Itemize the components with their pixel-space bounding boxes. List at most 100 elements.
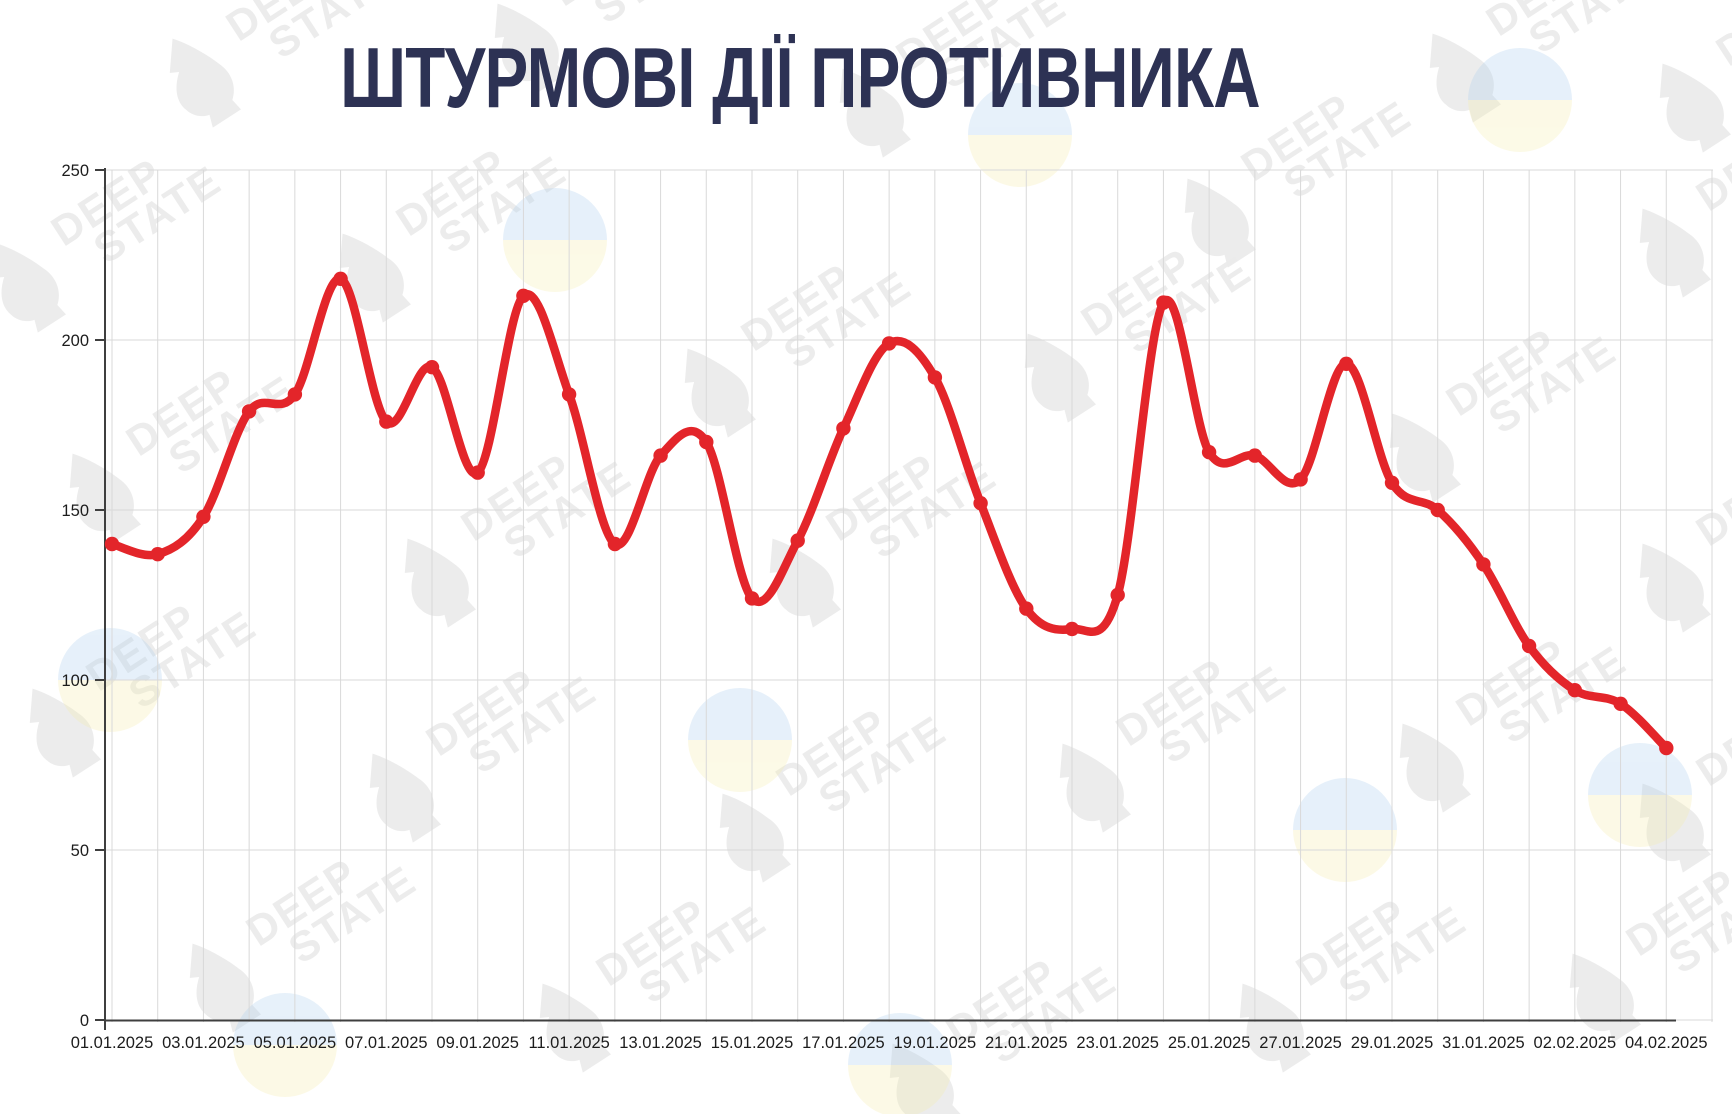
- deepstate-ghost-icon: [1429, 33, 1501, 123]
- y-tick-label: 200: [61, 332, 89, 350]
- y-tick-label: 250: [61, 162, 89, 180]
- watermark-text-deep: DEEP: [1708, 0, 1732, 75]
- deepstate-ghost-icon: [1659, 63, 1731, 153]
- deepstate-ghost-icon: [539, 983, 611, 1073]
- roundel-yellow-half: [848, 1065, 952, 1114]
- data-point-marker: [1384, 475, 1400, 490]
- deepstate-ghost-icon: [1239, 983, 1311, 1073]
- data-point-marker: [1247, 448, 1263, 463]
- deepstate-ghost-icon: [1389, 413, 1461, 503]
- data-point-marker: [196, 509, 211, 524]
- roundel-yellow-half: [968, 135, 1072, 187]
- data-point-marker: [241, 404, 257, 419]
- x-tick-label: 15.01.2025: [711, 1034, 794, 1052]
- data-point-marker: [1110, 587, 1125, 603]
- y-tick-label: 100: [61, 672, 89, 690]
- data-point-marker: [287, 387, 303, 402]
- y-tick-label: 0: [80, 1012, 89, 1030]
- data-point-marker: [561, 387, 577, 402]
- x-tick-label: 04.02.2025: [1625, 1034, 1708, 1052]
- data-point-marker: [1613, 696, 1628, 711]
- data-point-marker: [150, 547, 165, 562]
- x-tick-label: 05.01.2025: [254, 1034, 337, 1052]
- data-point-marker: [1521, 638, 1537, 654]
- x-tick-label: 27.01.2025: [1259, 1034, 1342, 1052]
- data-point-marker: [790, 533, 805, 548]
- x-tick-label: 11.01.2025: [528, 1034, 609, 1052]
- deepstate-ghost-icon: [1639, 208, 1711, 298]
- data-point-marker: [104, 536, 120, 552]
- ukraine-flag-roundel-icon: [688, 688, 792, 792]
- ukraine-flag-roundel-icon: [233, 993, 337, 1097]
- x-tick-label: 17.01.2025: [802, 1034, 885, 1052]
- watermark-text-deep: DEEP: [1688, 449, 1732, 555]
- deepstate-ghost-icon: [684, 348, 756, 438]
- roundel-blue-half: [1588, 743, 1692, 795]
- deepstate-ghost-icon: [369, 753, 441, 843]
- data-point-marker: [744, 591, 760, 606]
- data-point-marker: [1430, 502, 1445, 518]
- x-tick-label: 25.01.2025: [1168, 1034, 1251, 1052]
- data-point-marker: [1201, 445, 1217, 460]
- roundel-blue-half: [1468, 48, 1572, 100]
- data-point-marker: [881, 336, 897, 351]
- roundel-blue-half: [688, 688, 792, 740]
- ukraine-flag-roundel-icon: [503, 188, 607, 292]
- data-point-marker: [973, 496, 988, 511]
- roundel-blue-half: [503, 188, 607, 240]
- roundel-blue-half: [848, 1013, 952, 1065]
- x-tick-label: 23.01.2025: [1076, 1034, 1159, 1052]
- x-tick-label: 09.01.2025: [436, 1034, 519, 1052]
- data-point-marker: [699, 434, 714, 450]
- x-tick-label: 13.01.2025: [619, 1034, 702, 1052]
- watermark-text-deep: DEEP: [1688, 689, 1732, 795]
- deepstate-ghost-icon: [1399, 723, 1471, 813]
- roundel-yellow-half: [1293, 830, 1397, 882]
- roundel-yellow-half: [1468, 100, 1572, 152]
- deepstate-ghost-icon: [1184, 178, 1256, 268]
- deepstate-ghost-icon: [839, 68, 911, 158]
- deepstate-ghost-icon: [1639, 543, 1711, 633]
- roundel-yellow-half: [233, 1045, 337, 1097]
- chart-title: ШТУРМОВІ ДІЇ ПРОТИВНИКА: [340, 31, 1260, 126]
- ukraine-flag-roundel-icon: [58, 628, 162, 732]
- x-tick-label: 19.01.2025: [894, 1034, 977, 1052]
- deepstate-ghost-icon: [719, 793, 791, 883]
- deepstate-ghost-icon: [29, 688, 101, 778]
- roundel-yellow-half: [58, 680, 162, 732]
- x-tick-label: 31.01.2025: [1442, 1034, 1525, 1052]
- roundel-blue-half: [968, 83, 1072, 135]
- watermark-text-state: STATE: [585, 0, 729, 33]
- data-point-marker: [1019, 601, 1034, 616]
- data-point-marker: [516, 288, 531, 303]
- y-tick-label: 50: [71, 842, 89, 860]
- data-point-marker: [927, 370, 943, 385]
- x-tick-label: 21.01.2025: [985, 1034, 1068, 1052]
- data-point-marker: [333, 271, 348, 286]
- y-tick-label: 150: [61, 502, 89, 520]
- data-point-marker: [424, 360, 440, 375]
- x-tick-label: 03.01.2025: [162, 1034, 245, 1052]
- deepstate-ghost-icon: [69, 453, 141, 543]
- ukraine-flag-roundel-icon: [968, 83, 1072, 187]
- deepstate-ghost-icon: [404, 538, 476, 628]
- data-series: [104, 271, 1674, 756]
- ukraine-flag-roundel-icon: [848, 1013, 952, 1114]
- x-tick-label: 01.01.2025: [71, 1034, 154, 1052]
- ukraine-flag-roundel-icon: [1588, 743, 1692, 847]
- roundel-yellow-half: [688, 740, 792, 792]
- roundel-yellow-half: [503, 240, 607, 292]
- x-tick-label: 02.02.2025: [1534, 1034, 1617, 1052]
- ukraine-flag-roundel-icon: [1293, 778, 1397, 882]
- x-tick-label: 29.01.2025: [1351, 1034, 1434, 1052]
